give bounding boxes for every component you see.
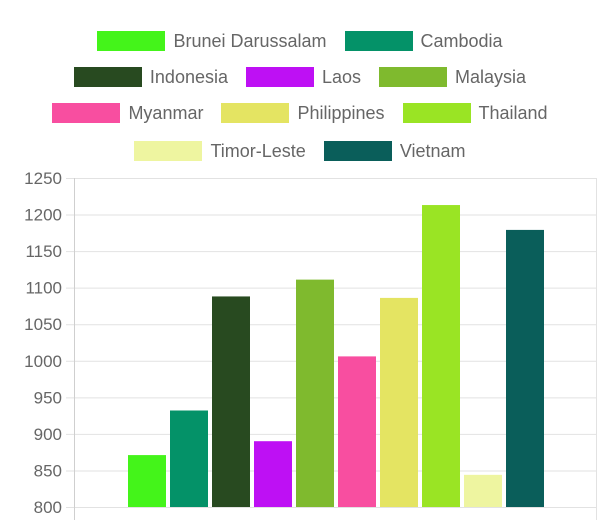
legend-swatch	[134, 141, 203, 161]
y-tick-label: 1050	[24, 315, 62, 334]
legend-item-malaysia[interactable]: Malaysia	[379, 67, 526, 88]
legend-row: Indonesia Laos Malaysia	[0, 64, 600, 90]
y-tick-label: 800	[34, 498, 62, 517]
y-tick-label: 900	[34, 425, 62, 444]
legend-label: Vietnam	[399, 140, 466, 161]
y-tick-label: 1150	[25, 242, 62, 261]
bar-laos[interactable]	[254, 441, 292, 507]
bar-philippines[interactable]	[380, 297, 418, 507]
legend-label: Indonesia	[149, 66, 228, 87]
legend-label: Malaysia	[455, 66, 527, 87]
bar-vietnam[interactable]	[506, 229, 544, 508]
legend-swatch	[246, 67, 314, 87]
bar-myanmar[interactable]	[338, 356, 376, 507]
legend-item-cambodia[interactable]: Cambodia	[344, 30, 503, 52]
legend-swatch	[379, 67, 448, 87]
legend-swatch	[97, 31, 166, 51]
legend-item-timor-leste[interactable]: Timor-Leste	[134, 140, 306, 162]
bars	[128, 205, 544, 508]
bar-brunei-darussalam[interactable]	[128, 455, 166, 507]
legend-label: Thailand	[478, 102, 548, 123]
y-tick-label: 1100	[25, 279, 62, 298]
legend-row: Myanmar Philippines Thailand	[0, 100, 600, 126]
legend-swatch	[221, 103, 290, 123]
bar-timor-leste[interactable]	[464, 474, 502, 507]
bar-indonesia[interactable]	[212, 296, 250, 507]
legend-label: Brunei Darussalam	[173, 30, 327, 51]
legend-swatch	[52, 103, 121, 123]
y-tick-label: 1250	[24, 169, 62, 188]
y-tick-label: 950	[34, 388, 62, 407]
bar-thailand[interactable]	[422, 205, 460, 507]
bar-malaysia[interactable]	[296, 279, 334, 507]
legend-row: Brunei Darussalam Cambodia	[0, 28, 600, 54]
bar-cambodia[interactable]	[170, 410, 208, 507]
legend-item-thailand[interactable]: Thailand	[402, 102, 548, 124]
legend-label: Laos	[322, 66, 362, 87]
legend-item-myanmar[interactable]: Myanmar	[52, 103, 203, 124]
legend-swatch	[323, 141, 392, 161]
legend-label: Philippines	[297, 102, 385, 123]
legend-item-vietnam[interactable]: Vietnam	[323, 140, 466, 162]
legend-item-laos[interactable]: Laos	[246, 67, 361, 88]
legend-label: Timor-Leste	[210, 140, 306, 161]
legend-item-brunei-darussalam[interactable]: Brunei Darussalam	[97, 30, 327, 52]
legend-swatch	[344, 31, 413, 51]
legend-label: Myanmar	[128, 102, 204, 123]
y-tick-label: 850	[34, 461, 62, 480]
legend-label: Cambodia	[420, 30, 503, 51]
axes: 800 850 900 950 1000 1050 1100 1150 1200 1250	[24, 169, 597, 520]
y-tick-label: 1000	[24, 352, 62, 371]
legend-swatch	[402, 103, 471, 123]
legend-item-indonesia[interactable]: Indonesia	[73, 66, 228, 88]
legend-row: Timor-Leste Vietnam	[0, 138, 600, 164]
legend-swatch	[73, 67, 142, 87]
y-tick-label: 1200	[24, 206, 62, 225]
legend-item-philippines[interactable]: Philippines	[221, 102, 385, 124]
